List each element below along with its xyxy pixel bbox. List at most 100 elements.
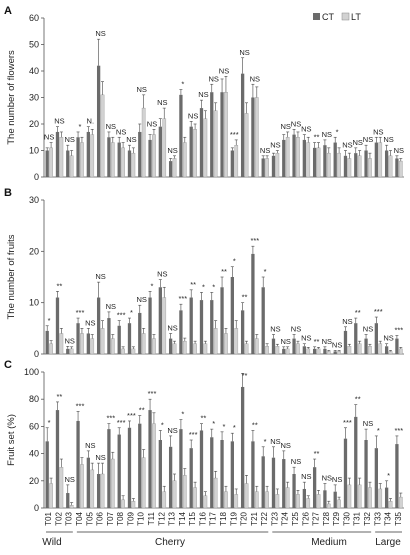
bar-lt	[59, 333, 64, 355]
x-tick-label: T24	[281, 511, 290, 525]
y-tick-label: 20	[29, 246, 39, 256]
significance-label: NS	[342, 141, 352, 150]
bar-lt	[182, 475, 187, 509]
bar-lt	[347, 484, 352, 509]
bar-lt	[234, 494, 239, 509]
significance-label: **	[57, 281, 63, 290]
significance-label: ***	[394, 426, 403, 435]
x-tick-label: T02	[54, 511, 63, 525]
bar-lt	[152, 338, 156, 355]
significance-label: NS	[188, 111, 198, 120]
bar-lt	[131, 348, 136, 355]
y-tick-label: 0	[34, 503, 39, 513]
x-tick-label: T25	[291, 511, 300, 525]
x-tick-label: T35	[394, 511, 403, 525]
bar-lt	[49, 147, 53, 178]
bar-lt	[100, 473, 105, 509]
bar-lt	[234, 144, 239, 178]
significance-label: *	[130, 308, 133, 317]
bar-lt	[172, 343, 177, 355]
significance-label: NS	[322, 474, 332, 483]
significance-label: *	[48, 316, 51, 325]
bar-lt	[337, 351, 341, 355]
bar-ct	[302, 346, 306, 354]
x-tick-label: T05	[85, 511, 94, 525]
bar-ct	[66, 150, 70, 177]
bar-lt	[224, 333, 228, 355]
bar-lt	[213, 110, 218, 178]
bar-ct	[230, 150, 234, 177]
y-tick-label: 80	[29, 394, 39, 404]
significance-label: NS	[322, 337, 332, 346]
significance-label: *	[212, 282, 215, 291]
significance-label: **	[314, 449, 320, 458]
bar-ct	[312, 147, 317, 177]
significance-label: *	[223, 422, 226, 431]
x-tick-label: T11	[147, 511, 156, 525]
y-tick-label: 60	[29, 13, 39, 23]
bar-ct	[333, 491, 337, 508]
significance-label: *	[181, 80, 184, 89]
bar-ct	[96, 474, 101, 508]
bar-ct	[96, 65, 101, 177]
x-tick-label: T28	[322, 511, 331, 525]
bar-lt	[193, 129, 197, 178]
bar-ct	[374, 448, 378, 508]
bar-ct	[210, 300, 214, 354]
bar-ct	[282, 139, 286, 177]
bar-lt	[162, 491, 167, 509]
bar-lt	[80, 333, 84, 355]
panel-label: B	[4, 187, 12, 199]
significance-label: *	[264, 437, 267, 446]
significance-label: ***	[76, 401, 85, 410]
bar-ct	[395, 338, 399, 354]
x-tick-label: T17	[209, 511, 218, 525]
bar-ct	[138, 312, 142, 354]
bar-ct	[76, 137, 80, 177]
x-tick-label: T20	[240, 511, 249, 525]
bar-lt	[193, 343, 197, 355]
significance-label: NS	[363, 324, 373, 333]
bar-ct	[384, 487, 389, 508]
bar-lt	[162, 297, 167, 355]
bar-lt	[357, 484, 362, 509]
bar-lt	[49, 483, 53, 509]
bar-lt	[254, 97, 259, 178]
significance-label: NS	[198, 90, 208, 99]
bar-ct	[354, 323, 358, 354]
bar-lt	[388, 155, 393, 178]
y-tick-label: 20	[29, 119, 39, 129]
bar-lt	[254, 491, 259, 509]
x-tick-label: T16	[198, 511, 207, 525]
significance-label: **	[57, 392, 63, 401]
bar-ct	[117, 142, 121, 177]
bar-ct	[66, 493, 70, 508]
bar-lt	[306, 498, 311, 509]
bar-ct	[210, 437, 214, 508]
bar-ct	[395, 444, 399, 508]
x-tick-label: T04	[75, 511, 84, 525]
y-tick-label: 100	[24, 367, 39, 377]
significance-label: NS	[291, 119, 301, 128]
y-axis-title: The number of fruits	[6, 234, 17, 319]
x-tick-label: T34	[384, 511, 393, 525]
x-tick-label: T27	[312, 511, 321, 525]
bar-lt	[265, 158, 269, 178]
bar-ct	[251, 441, 255, 508]
bar-lt	[326, 351, 331, 355]
bar-ct	[220, 92, 224, 177]
bar-ct	[45, 150, 49, 177]
significance-label: ***	[230, 130, 239, 139]
bar-lt	[213, 328, 218, 355]
significance-label: NS	[219, 66, 229, 75]
bar-ct	[333, 142, 337, 177]
bar-ct	[251, 253, 255, 354]
significance-label: NS	[106, 302, 116, 311]
bar-lt	[254, 338, 259, 355]
bar-ct	[384, 150, 389, 177]
significance-label: NS	[291, 457, 301, 466]
significance-label: NS	[157, 270, 167, 279]
significance-label: *	[387, 471, 390, 480]
bar-lt	[398, 160, 403, 178]
bar-ct	[395, 158, 399, 177]
